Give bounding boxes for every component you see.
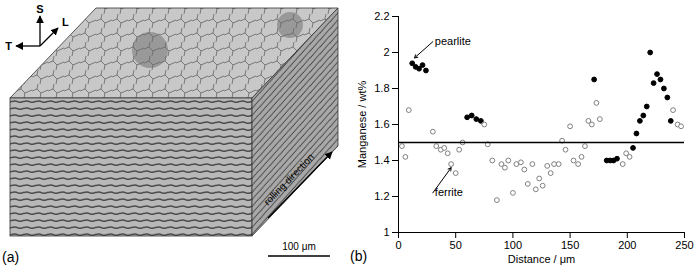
- svg-text:T: T: [5, 40, 12, 52]
- svg-text:150: 150: [561, 239, 579, 251]
- svg-text:1.2: 1.2: [374, 190, 389, 202]
- svg-text:S: S: [36, 3, 43, 15]
- svg-text:rolling direction: rolling direction: [262, 151, 317, 207]
- svg-text:200: 200: [618, 239, 636, 251]
- svg-text:1: 1: [383, 226, 389, 238]
- svg-text:Manganese / wt%: Manganese / wt%: [356, 81, 368, 169]
- svg-text:L: L: [62, 16, 69, 28]
- svg-text:ferrite: ferrite: [435, 186, 463, 198]
- svg-text:50: 50: [450, 239, 462, 251]
- svg-text:0: 0: [395, 239, 401, 251]
- svg-text:100: 100: [504, 239, 522, 251]
- svg-text:2: 2: [383, 46, 389, 58]
- svg-text:100 μm: 100 μm: [282, 241, 316, 252]
- svg-text:pearlite: pearlite: [435, 35, 471, 47]
- svg-text:Distance / μm: Distance / μm: [508, 253, 575, 265]
- svg-text:1.4: 1.4: [374, 154, 389, 166]
- svg-text:250: 250: [675, 239, 693, 251]
- svg-text:1.8: 1.8: [374, 82, 389, 94]
- svg-text:2.2: 2.2: [374, 10, 389, 22]
- svg-text:(a): (a): [2, 249, 19, 265]
- html-text:(b): (b): [350, 248, 368, 264]
- svg-text:1.6: 1.6: [374, 118, 389, 130]
